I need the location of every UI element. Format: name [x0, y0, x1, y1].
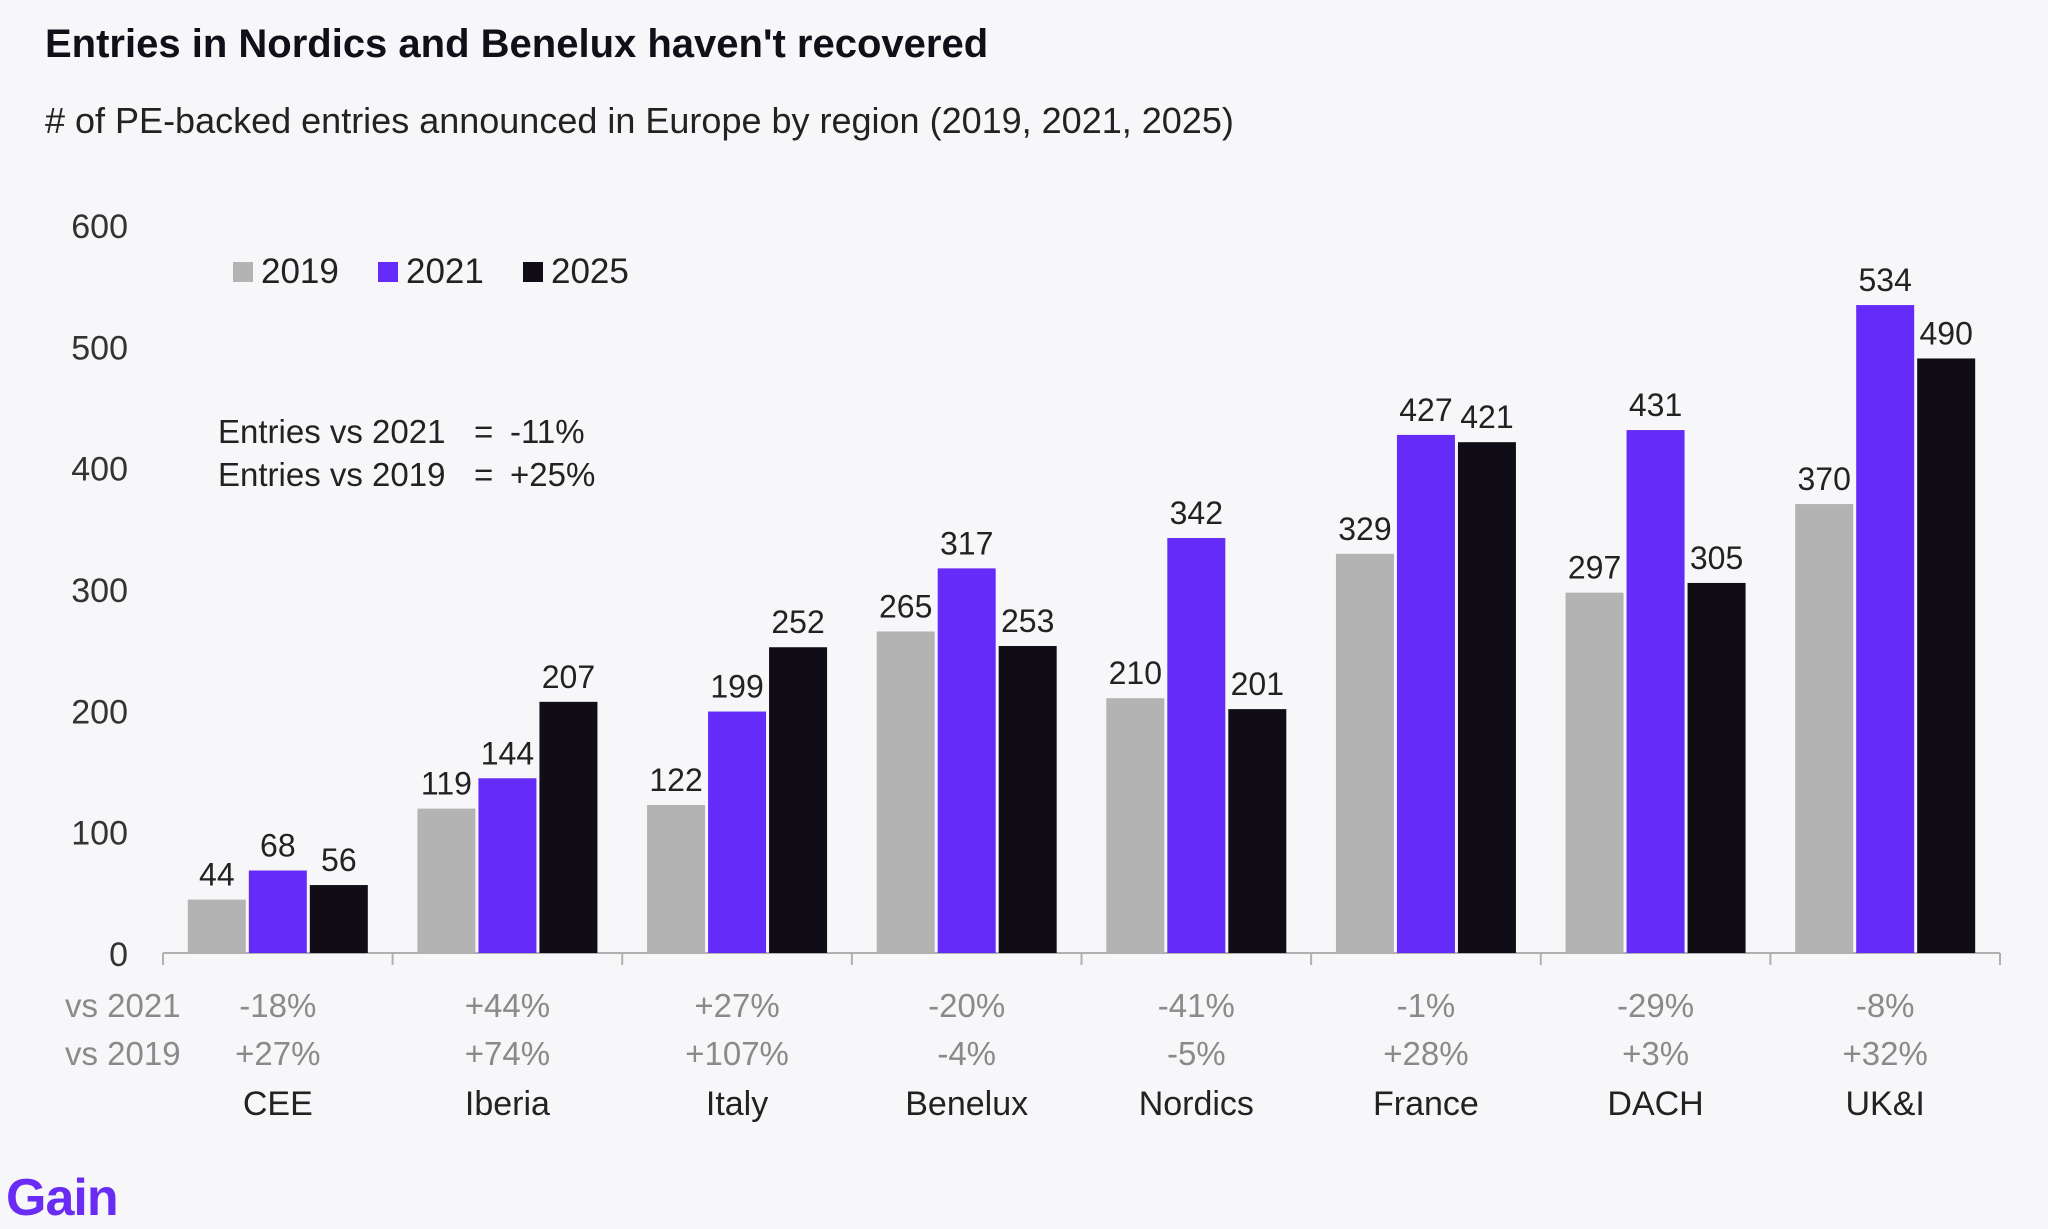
change-value: -41%: [1158, 987, 1235, 1024]
change-value: -1%: [1397, 987, 1456, 1024]
change-value: -4%: [937, 1035, 996, 1072]
annotation-label: Entries vs 2019: [218, 456, 445, 493]
bar-2021: [248, 870, 307, 953]
bar-2025: [1228, 709, 1287, 953]
bar-2021: [1396, 434, 1455, 953]
data-label: 305: [1690, 540, 1743, 576]
data-label: 122: [649, 762, 702, 798]
data-label: 297: [1568, 550, 1621, 586]
annotation-label: Entries vs 2021: [218, 413, 445, 450]
bar-2025: [539, 701, 598, 953]
legend-swatch: [233, 262, 253, 282]
change-row-label: vs 2019: [65, 1035, 181, 1072]
bar-2021: [1626, 430, 1685, 953]
category-label: Benelux: [905, 1085, 1028, 1123]
y-tick-label: 200: [71, 693, 128, 731]
y-tick-label: 100: [71, 815, 128, 853]
change-value: -18%: [239, 987, 316, 1024]
data-label: 370: [1797, 461, 1850, 497]
bar-2019: [647, 804, 706, 953]
bar-2019: [1565, 592, 1624, 953]
bar-2021: [937, 568, 996, 953]
category-label: Italy: [706, 1085, 768, 1123]
category-label: Nordics: [1139, 1085, 1254, 1123]
data-label: 265: [879, 588, 932, 624]
change-value: +27%: [694, 987, 779, 1024]
annotation-equals: =: [474, 456, 493, 493]
category-label: DACH: [1607, 1085, 1703, 1123]
data-label: 199: [710, 669, 763, 705]
y-tick-label: 500: [71, 329, 128, 367]
data-label: 421: [1460, 399, 1513, 435]
bar-2025: [1457, 442, 1516, 953]
change-row-label: vs 2021: [65, 987, 181, 1024]
gain-logo: Gain: [6, 1169, 119, 1227]
change-value: -29%: [1617, 987, 1694, 1024]
data-label: 144: [481, 735, 534, 771]
data-label: 252: [771, 604, 824, 640]
bar-2019: [1106, 698, 1165, 953]
bar-2019: [1795, 504, 1854, 953]
bar-2021: [1167, 538, 1226, 953]
bar-2025: [1917, 358, 1976, 953]
legend-label: 2021: [406, 252, 484, 291]
annotation-value: +25%: [510, 456, 595, 493]
change-value: +27%: [235, 1035, 320, 1072]
change-value: -8%: [1856, 987, 1915, 1024]
data-label: 431: [1629, 387, 1682, 423]
change-value: +107%: [685, 1035, 789, 1072]
category-label: UK&I: [1846, 1085, 1925, 1123]
data-label: 210: [1109, 655, 1162, 691]
data-label: 427: [1399, 392, 1452, 428]
category-label: France: [1373, 1085, 1479, 1123]
change-value: +28%: [1383, 1035, 1468, 1072]
data-label: 119: [421, 766, 472, 802]
category-label: Iberia: [465, 1085, 550, 1123]
data-label: 490: [1919, 315, 1972, 351]
bar-2019: [417, 808, 476, 953]
bar-2025: [309, 885, 368, 953]
data-label: 534: [1858, 262, 1911, 298]
y-tick-label: 300: [71, 572, 128, 610]
bar-2025: [1687, 582, 1746, 953]
data-label: 342: [1170, 495, 1223, 531]
annotation-value: -11%: [510, 413, 585, 450]
bar-2021: [708, 711, 767, 953]
change-value: +3%: [1622, 1035, 1689, 1072]
annotation-equals: =: [474, 413, 493, 450]
data-label: 68: [260, 827, 296, 863]
legend-swatch: [523, 262, 543, 282]
change-value: +32%: [1843, 1035, 1928, 1072]
y-tick-label: 400: [71, 451, 128, 489]
data-label: 253: [1001, 603, 1054, 639]
legend-label: 2025: [551, 252, 629, 291]
change-value: -5%: [1167, 1035, 1226, 1072]
change-value: -20%: [928, 987, 1005, 1024]
data-label: 317: [940, 525, 993, 561]
data-label: 201: [1231, 666, 1284, 702]
legend-swatch: [378, 262, 398, 282]
data-label: 329: [1338, 511, 1391, 547]
legend-label: 2019: [261, 252, 339, 291]
y-tick-label: 0: [109, 936, 128, 974]
change-value: +74%: [465, 1035, 550, 1072]
bar-2025: [998, 646, 1057, 953]
change-value: +44%: [465, 987, 550, 1024]
bar-2019: [1335, 553, 1394, 953]
bar-2021: [478, 778, 537, 953]
chart-title: Entries in Nordics and Benelux haven't r…: [45, 22, 989, 66]
data-label: 44: [199, 857, 235, 893]
bar-2021: [1856, 305, 1915, 954]
bar-2025: [769, 647, 828, 953]
bar-2019: [876, 631, 935, 953]
data-label: 56: [321, 842, 357, 878]
bar-2019: [187, 899, 246, 953]
y-tick-label: 600: [71, 208, 128, 246]
category-label: CEE: [243, 1085, 313, 1123]
data-label: 207: [542, 659, 595, 695]
chart-subtitle: # of PE-backed entries announced in Euro…: [45, 100, 1234, 141]
